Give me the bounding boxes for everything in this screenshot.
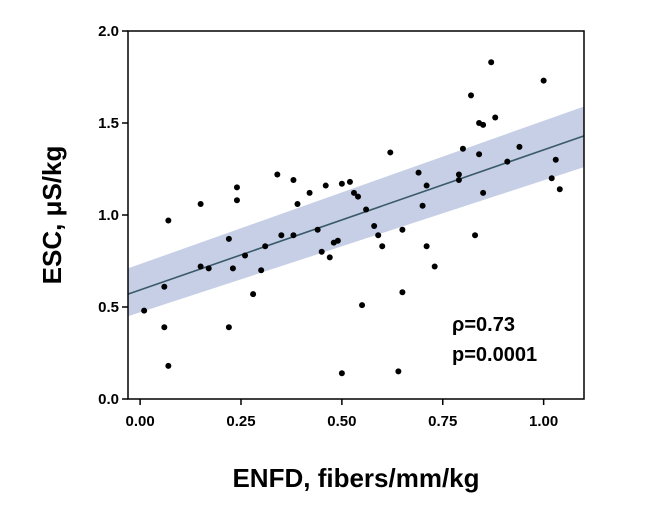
y-tick-label: 0.5 bbox=[98, 299, 119, 316]
y-axis-title: ESC, μS/kg bbox=[37, 146, 67, 285]
data-point bbox=[233, 197, 240, 204]
data-point bbox=[165, 217, 172, 224]
data-point bbox=[258, 267, 265, 274]
data-point bbox=[165, 362, 172, 369]
confidence-band-layer bbox=[128, 106, 584, 317]
data-points-layer bbox=[141, 59, 563, 377]
data-point bbox=[419, 202, 426, 209]
x-tick-label: 1.00 bbox=[529, 413, 558, 430]
data-point bbox=[359, 302, 366, 309]
data-point bbox=[262, 243, 269, 250]
data-point bbox=[492, 114, 499, 121]
data-point bbox=[290, 177, 297, 184]
data-point bbox=[334, 237, 341, 244]
data-point bbox=[161, 324, 168, 331]
data-point bbox=[350, 189, 357, 196]
y-tick-label: 1.5 bbox=[98, 115, 119, 132]
data-point bbox=[278, 232, 285, 239]
y-tick-label: 1.0 bbox=[98, 207, 119, 224]
data-point bbox=[197, 200, 204, 207]
data-point bbox=[294, 200, 301, 207]
x-tick-label: 0.75 bbox=[428, 413, 457, 430]
data-point bbox=[205, 265, 212, 272]
y-axis-ticks: 0.0 0.5 1.0 1.5 2.0 bbox=[98, 23, 128, 408]
data-point bbox=[225, 324, 232, 331]
data-point bbox=[250, 291, 257, 298]
y-tick-label: 2.0 bbox=[98, 23, 119, 40]
data-point bbox=[556, 186, 563, 193]
fit-line-layer bbox=[127, 135, 585, 295]
data-point bbox=[488, 59, 495, 66]
data-point bbox=[338, 370, 345, 377]
correlation-annotation: ρ=0.73 bbox=[452, 314, 515, 336]
data-point bbox=[540, 77, 547, 84]
x-axis-ticks: 0.00 0.25 0.50 0.75 1.00 bbox=[126, 399, 558, 430]
data-point bbox=[399, 289, 406, 296]
data-point bbox=[242, 252, 249, 259]
data-point bbox=[548, 175, 555, 182]
data-point bbox=[338, 180, 345, 187]
data-point bbox=[480, 189, 487, 196]
data-point bbox=[346, 178, 353, 185]
data-point bbox=[314, 226, 321, 233]
data-point bbox=[431, 263, 438, 270]
data-point bbox=[516, 143, 523, 150]
data-point bbox=[423, 182, 430, 189]
data-point bbox=[472, 232, 479, 239]
p-value-annotation: p=0.0001 bbox=[452, 344, 537, 366]
x-tick-label: 0.50 bbox=[327, 413, 356, 430]
x-tick-label: 0.00 bbox=[126, 413, 155, 430]
data-point bbox=[415, 169, 422, 176]
data-point bbox=[326, 254, 333, 261]
data-point bbox=[379, 243, 386, 250]
data-point bbox=[355, 193, 362, 200]
data-point bbox=[399, 226, 406, 233]
data-point bbox=[468, 92, 475, 99]
data-point bbox=[423, 243, 430, 250]
data-point bbox=[225, 235, 232, 242]
data-point bbox=[274, 171, 281, 178]
regression-line bbox=[127, 135, 585, 295]
data-point bbox=[552, 156, 559, 163]
data-point bbox=[318, 248, 325, 255]
data-point bbox=[387, 149, 394, 156]
data-point bbox=[161, 283, 168, 290]
data-point bbox=[233, 184, 240, 191]
data-point bbox=[197, 263, 204, 270]
data-point bbox=[455, 177, 462, 184]
data-point bbox=[371, 223, 378, 230]
data-point bbox=[375, 232, 382, 239]
data-point bbox=[363, 206, 370, 213]
confidence-band bbox=[128, 106, 584, 317]
x-tick-label: 0.25 bbox=[226, 413, 255, 430]
x-axis-title: ENFD, fibers/mm/kg bbox=[232, 463, 479, 493]
data-point bbox=[476, 151, 483, 158]
data-point bbox=[290, 232, 297, 239]
data-point bbox=[322, 182, 329, 189]
data-point bbox=[455, 171, 462, 178]
data-point bbox=[141, 307, 148, 314]
y-tick-label: 0.0 bbox=[98, 391, 119, 408]
data-point bbox=[229, 265, 236, 272]
data-point bbox=[504, 158, 511, 165]
data-point bbox=[459, 145, 466, 152]
data-point bbox=[306, 189, 313, 196]
data-point bbox=[480, 121, 487, 128]
data-point bbox=[395, 368, 402, 375]
